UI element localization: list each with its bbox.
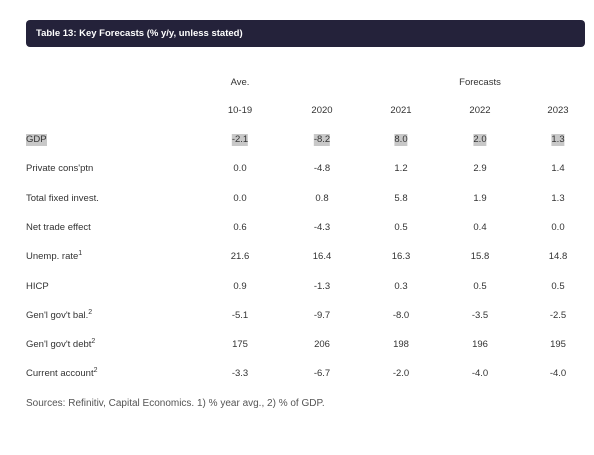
column-header: 2023 bbox=[547, 105, 569, 116]
column-header: 10-19 bbox=[227, 105, 253, 116]
footnote-mark: 1 bbox=[78, 250, 83, 258]
row-label-text: Current account bbox=[26, 368, 94, 380]
row-label: Unemp. rate1 bbox=[26, 250, 83, 263]
table-cell: 175 bbox=[232, 339, 248, 351]
table-cell: 1.9 bbox=[473, 192, 487, 204]
table-cell: 8.0 bbox=[394, 134, 408, 146]
row-label: Net trade effect bbox=[26, 222, 91, 234]
table-cell: -2.0 bbox=[392, 368, 410, 380]
table-cell: -5.1 bbox=[231, 309, 249, 321]
table-cell: 14.8 bbox=[548, 251, 568, 263]
table-cell: 2.0 bbox=[473, 134, 487, 146]
table-cell: 1.3 bbox=[551, 134, 565, 146]
table-cell: 0.6 bbox=[233, 221, 247, 233]
table-cell: 0.5 bbox=[551, 280, 565, 292]
source-note: Sources: Refinitiv, Capital Economics. 1… bbox=[26, 398, 325, 409]
table-cell: 5.8 bbox=[394, 192, 408, 204]
table-cell: 21.6 bbox=[230, 251, 250, 263]
row-label: Gen'l gov't bal.2 bbox=[26, 308, 93, 322]
title-bar: Table 13: Key Forecasts (% y/y, unless s… bbox=[26, 20, 585, 47]
table-cell: 2.9 bbox=[473, 163, 487, 175]
table-cell: -8.0 bbox=[392, 309, 410, 321]
row-label: Gen'l gov't debt2 bbox=[26, 337, 96, 351]
title: Table 13: Key Forecasts (% y/y, unless s… bbox=[36, 28, 243, 39]
table-cell: 15.8 bbox=[470, 251, 490, 263]
table-cell: 0.4 bbox=[473, 221, 487, 233]
table-cell: 206 bbox=[314, 339, 330, 351]
table-cell: -6.7 bbox=[313, 368, 331, 380]
group-header: Forecasts bbox=[459, 77, 501, 88]
table-cell: 16.3 bbox=[391, 251, 411, 263]
row-label-text: HICP bbox=[26, 280, 49, 292]
table-cell: 0.9 bbox=[233, 280, 247, 292]
table-cell: -4.3 bbox=[313, 221, 331, 233]
table-cell: 1.2 bbox=[394, 163, 408, 175]
row-label: Current account2 bbox=[26, 367, 98, 380]
table-cell: 16.4 bbox=[312, 251, 332, 263]
table-cell: 195 bbox=[550, 339, 566, 351]
footnote-mark: 2 bbox=[91, 337, 96, 345]
table-cell: 0.5 bbox=[394, 221, 408, 233]
table-cell: -2.1 bbox=[231, 134, 249, 146]
group-header: Ave. bbox=[230, 77, 250, 88]
table-cell: -4.0 bbox=[471, 368, 489, 380]
table-cell: -4.8 bbox=[313, 163, 331, 175]
table-cell: -2.5 bbox=[549, 309, 567, 321]
table-cell: 1.4 bbox=[551, 163, 565, 175]
table-cell: 0.3 bbox=[394, 280, 408, 292]
row-label: Private cons'ptn bbox=[26, 163, 93, 175]
row-label: HICP bbox=[26, 281, 49, 293]
row-label-text: Total fixed invest. bbox=[26, 192, 99, 204]
column-header: 2022 bbox=[469, 105, 491, 116]
table-cell: 0.8 bbox=[315, 192, 329, 204]
row-label-text: Gen'l gov't debt bbox=[26, 339, 92, 351]
footnote-mark: 2 bbox=[88, 308, 93, 316]
row-label: Total fixed invest. bbox=[26, 193, 99, 205]
table-cell: 0.5 bbox=[473, 280, 487, 292]
row-label-text: Gen'l gov't bal. bbox=[26, 309, 89, 321]
column-header: 2021 bbox=[390, 105, 412, 116]
table-cell: 196 bbox=[472, 339, 488, 351]
row-label: GDP bbox=[26, 134, 47, 146]
table-cell: 198 bbox=[393, 339, 409, 351]
row-label-text: Net trade effect bbox=[26, 221, 91, 233]
table-cell: 0.0 bbox=[233, 163, 247, 175]
table-cell: -8.2 bbox=[313, 134, 331, 146]
table-cell: 1.3 bbox=[551, 192, 565, 204]
footnote-mark: 2 bbox=[93, 367, 98, 375]
table-cell: 0.0 bbox=[233, 192, 247, 204]
row-label-text: GDP bbox=[26, 134, 47, 145]
table-cell: -9.7 bbox=[313, 309, 331, 321]
table-cell: -3.3 bbox=[231, 368, 249, 380]
table-cell: -3.5 bbox=[471, 309, 489, 321]
row-label-text: Unemp. rate bbox=[26, 251, 79, 263]
table-cell: -4.0 bbox=[549, 368, 567, 380]
table-cell: 0.0 bbox=[551, 221, 565, 233]
table-cell: -1.3 bbox=[313, 280, 331, 292]
column-header: 2020 bbox=[311, 105, 333, 116]
row-label-text: Private cons'ptn bbox=[26, 163, 94, 175]
